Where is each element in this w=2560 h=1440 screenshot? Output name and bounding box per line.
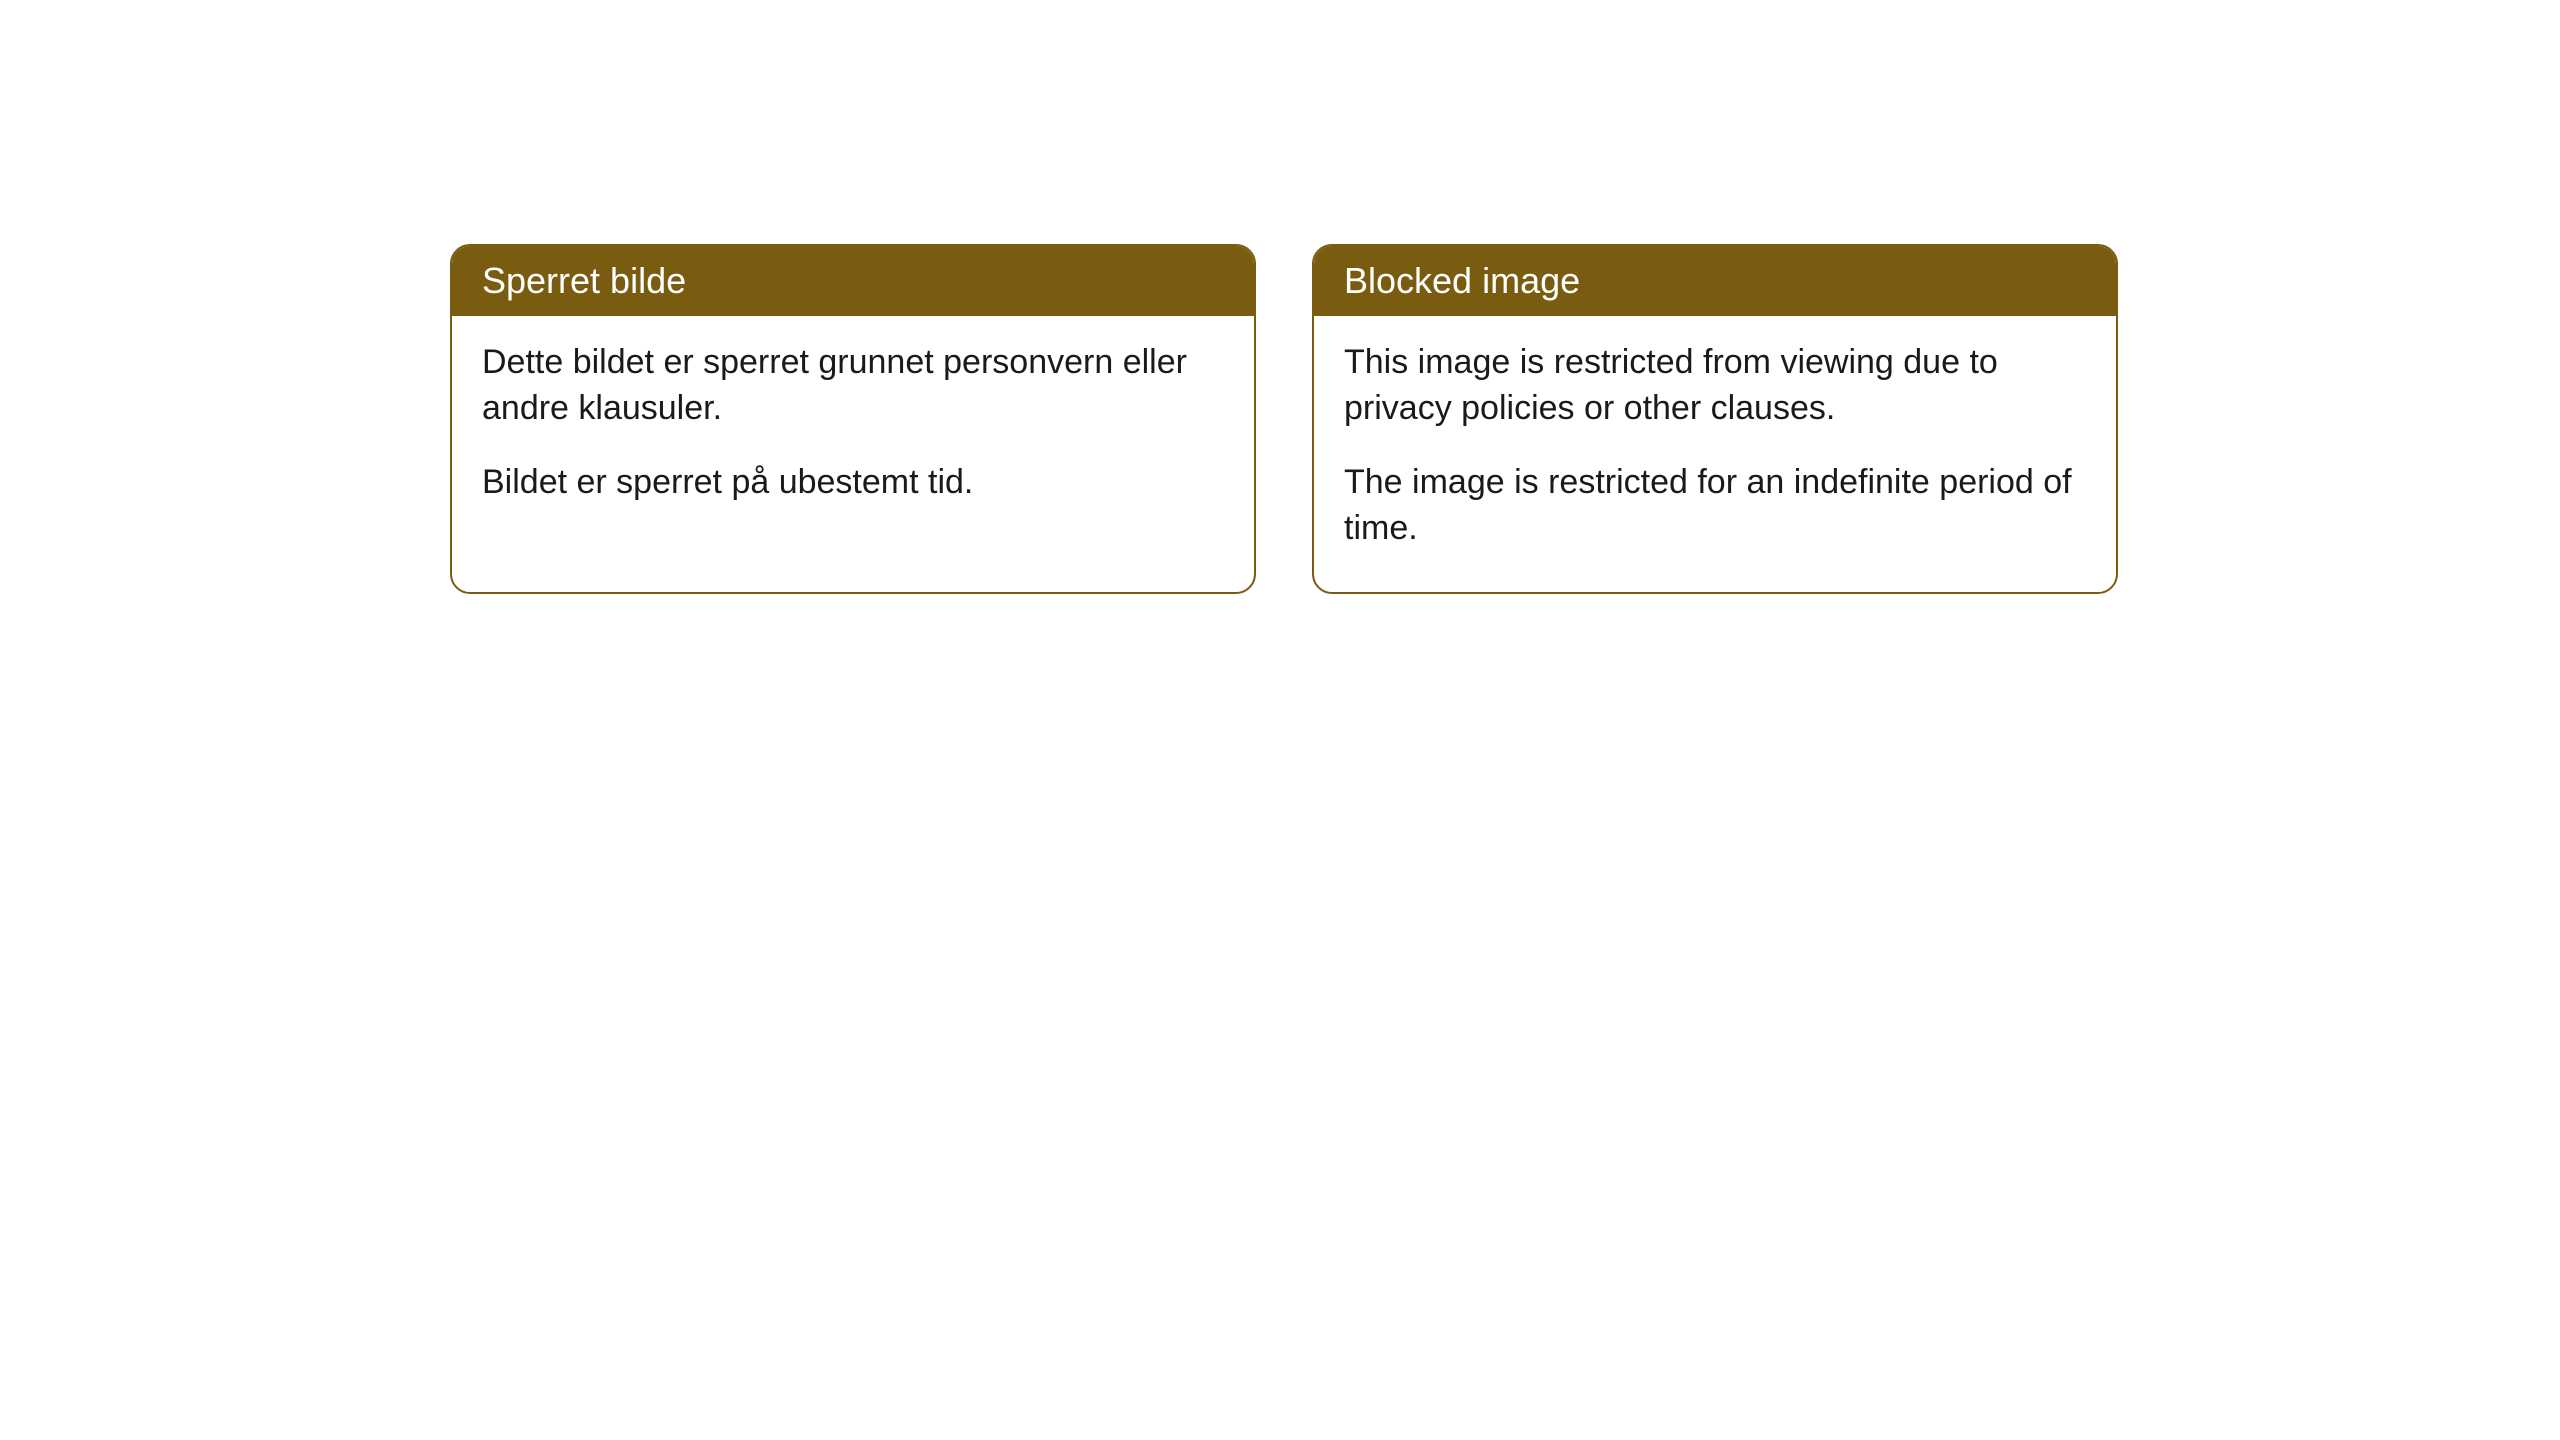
card-paragraph: Dette bildet er sperret grunnet personve… [482,340,1224,432]
card-body: Dette bildet er sperret grunnet personve… [452,316,1254,546]
card-title: Blocked image [1344,260,1580,301]
blocked-image-card-en: Blocked image This image is restricted f… [1312,244,2118,594]
card-paragraph: Bildet er sperret på ubestemt tid. [482,460,1224,506]
card-paragraph: This image is restricted from viewing du… [1344,340,2086,432]
card-body: This image is restricted from viewing du… [1314,316,2116,592]
card-paragraph: The image is restricted for an indefinit… [1344,460,2086,552]
card-header: Sperret bilde [452,246,1254,316]
card-title: Sperret bilde [482,260,686,301]
card-container: Sperret bilde Dette bildet er sperret gr… [450,244,2118,594]
blocked-image-card-no: Sperret bilde Dette bildet er sperret gr… [450,244,1256,594]
card-header: Blocked image [1314,246,2116,316]
